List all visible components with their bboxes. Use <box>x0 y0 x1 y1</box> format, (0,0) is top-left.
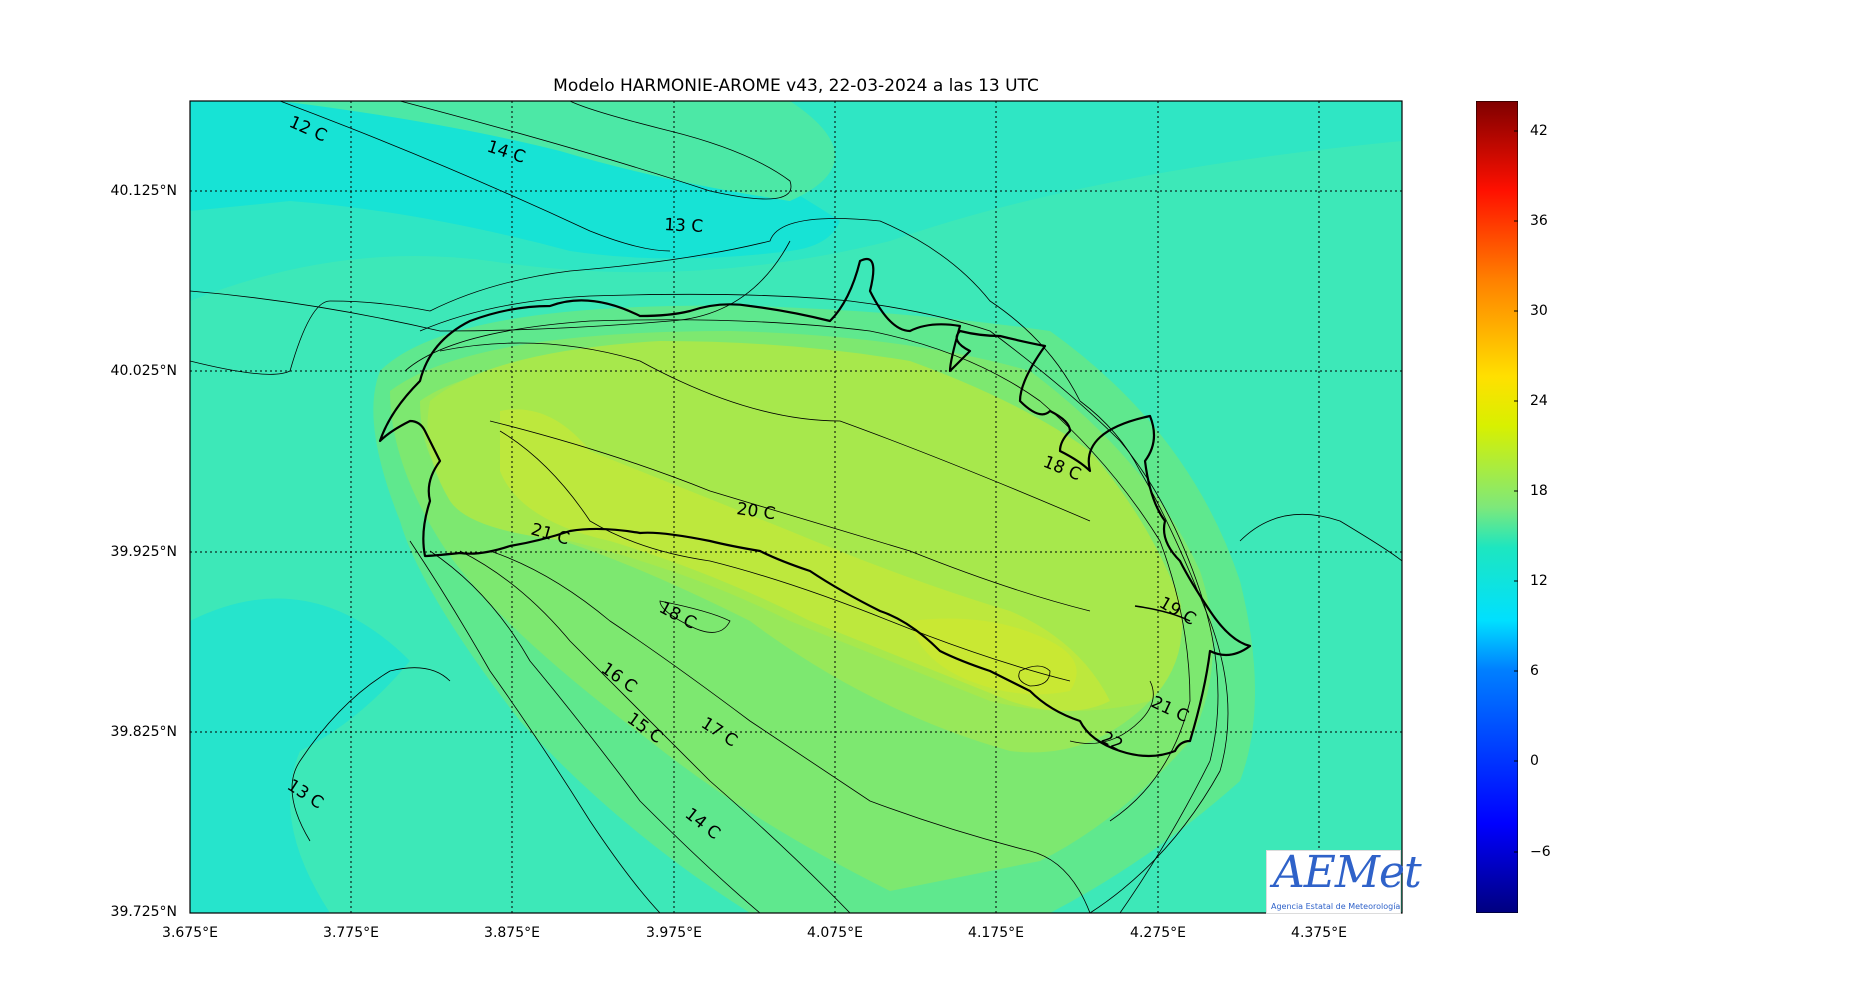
colorbar-tick-label: 42 <box>1530 123 1548 139</box>
lat-tick-label: 39.725°N <box>110 904 177 920</box>
map-canvas: 12 C 14 C 13 C 18 C 20 C 21 C 18 C 19 C … <box>189 100 1403 914</box>
isotherm-14-east <box>1239 513 1402 562</box>
isotherm-outer-2 <box>419 293 1219 913</box>
colorbar-gradient <box>1476 101 1518 913</box>
aemet-logo-subtitle: Agencia Estatal de Meteorología <box>1271 902 1401 911</box>
isotherm-12 <box>279 101 671 252</box>
lon-tick-label: 3.875°E <box>484 925 540 941</box>
isotherm-15 <box>429 550 761 913</box>
cold-sea-southwest <box>190 598 410 913</box>
island-land-hottest <box>910 618 1077 695</box>
aemet-logo: AEMet Agencia Estatal de Meteorología <box>1266 847 1422 914</box>
isotherm-outer-3 <box>404 319 1191 822</box>
lon-tick-label: 3.675°E <box>162 925 218 941</box>
isotherm-17 <box>489 550 1091 913</box>
isotherm-22-inner <box>1018 665 1051 687</box>
lon-tick-label: 4.275°E <box>1130 925 1186 941</box>
graticule <box>190 101 1402 913</box>
lat-tick-label: 39.825°N <box>110 724 177 740</box>
lon-tick-label: 4.175°E <box>968 925 1024 941</box>
isotherm-13-south <box>291 667 451 842</box>
isotherm-21 <box>499 430 1071 682</box>
temperature-colorbar <box>1476 101 1518 913</box>
isotherm-20 <box>489 420 1091 612</box>
colorbar-ticks <box>1514 130 1518 853</box>
map-border <box>189 100 1403 914</box>
colorbar-tick-label: 6 <box>1530 663 1539 679</box>
colorbar-tick-label: 12 <box>1530 573 1548 589</box>
isotherm-18-north <box>439 342 1091 522</box>
lat-tick-label: 39.925°N <box>110 544 177 560</box>
lat-tick-label: 40.025°N <box>110 363 177 379</box>
colorbar-tick-label: 30 <box>1530 303 1548 319</box>
map-title: Modelo HARMONIE-AROME v43, 22-03-2024 a … <box>553 76 1039 96</box>
warm-top-band <box>280 101 835 201</box>
contour-label: 13 C <box>664 215 704 237</box>
colorbar-tick-label: 18 <box>1530 483 1548 499</box>
isotherm-16 <box>459 550 851 913</box>
colorbar-tick-label: 0 <box>1530 753 1539 769</box>
temperature-map: 12 C 14 C 13 C 18 C 20 C 21 C 18 C 19 C … <box>189 100 1422 914</box>
isotherm-outer-1 <box>190 218 1229 913</box>
lon-tick-label: 3.775°E <box>323 925 379 941</box>
colorbar-tick-label: −6 <box>1530 844 1551 860</box>
isotherm-14-south <box>409 540 661 913</box>
islet-line <box>1134 605 1191 622</box>
isotherm-14 <box>399 101 792 200</box>
aemet-logo-wordmark: AEMet <box>1273 847 1422 898</box>
colorbar-tick-label: 24 <box>1530 393 1548 409</box>
isotherm-18-south <box>659 600 731 633</box>
isotherm-22 <box>1069 680 1154 744</box>
lon-tick-label: 4.375°E <box>1291 925 1347 941</box>
colorbar-tick-label: 36 <box>1530 213 1548 229</box>
lon-tick-label: 4.075°E <box>807 925 863 941</box>
coastline <box>378 258 1252 758</box>
lat-tick-label: 40.125°N <box>110 183 177 199</box>
lon-tick-label: 3.975°E <box>646 925 702 941</box>
